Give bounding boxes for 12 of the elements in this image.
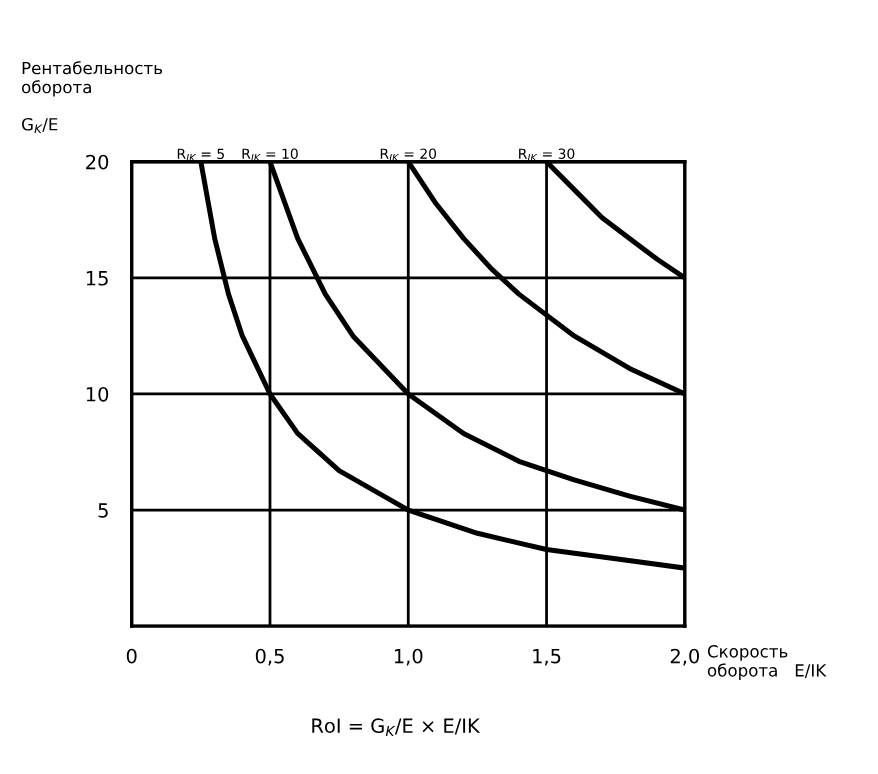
y-tick-label: 20 xyxy=(86,154,109,170)
y-tick-label: 5 xyxy=(98,503,108,518)
x-tick-label: 0 xyxy=(126,648,137,664)
text: Рентабельность оборота G$_{K}$/E xyxy=(21,61,163,134)
y-tick-label: 10 xyxy=(86,386,109,402)
x-tick-label: 2,0 xyxy=(670,648,700,666)
x-tick-label: 1,5 xyxy=(533,648,561,666)
x-axis-title: Скорость оборота E/IK xyxy=(707,645,827,680)
x-tick-label: 1,0 xyxy=(394,648,423,666)
y-tick-label: 15 xyxy=(86,271,108,286)
text: RoI = G$_{K}$/E × E/IK xyxy=(312,718,481,736)
x-tick-label: 0,5 xyxy=(255,648,284,666)
